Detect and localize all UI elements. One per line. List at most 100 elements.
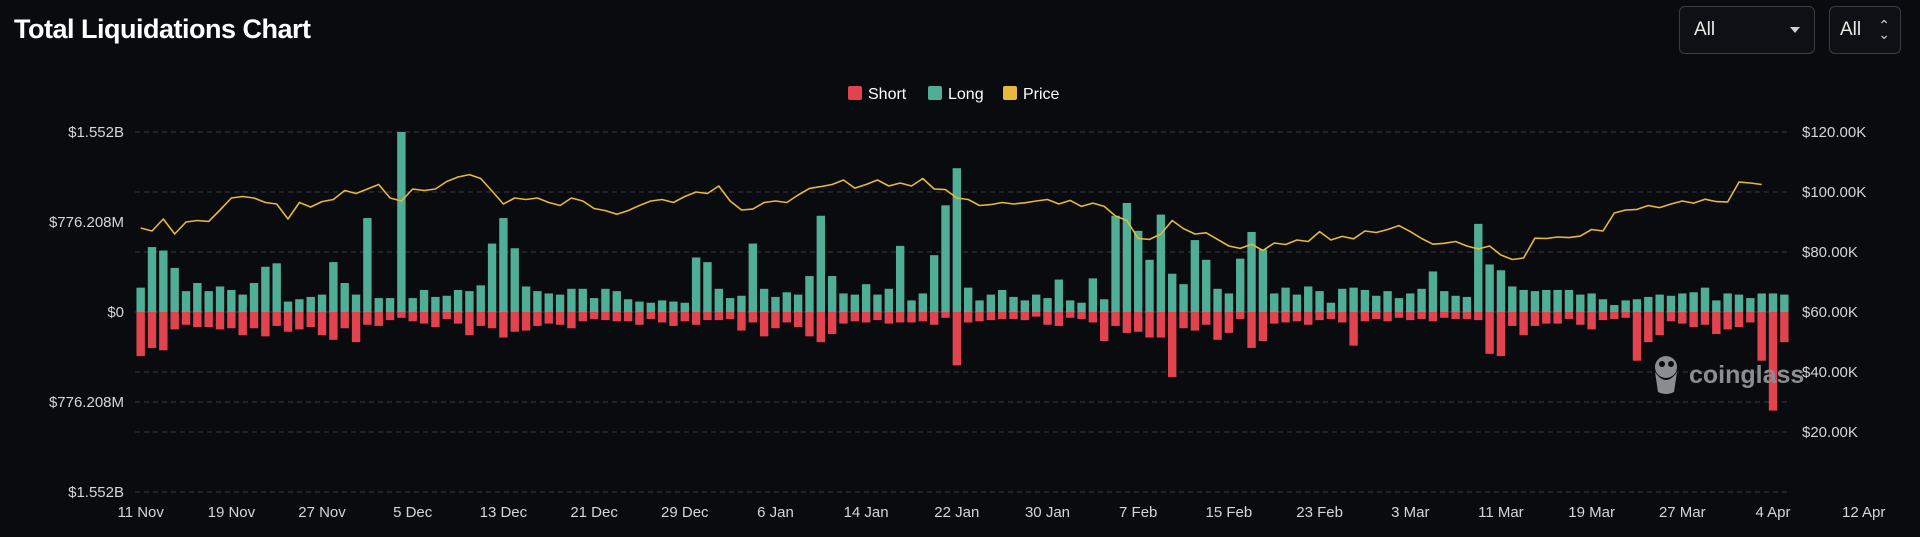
bar-long[interactable] xyxy=(272,263,281,312)
bar-short[interactable] xyxy=(1270,312,1279,324)
legend-item-short[interactable]: Short xyxy=(848,86,907,103)
bar-long[interactable] xyxy=(929,255,939,312)
bar-long[interactable] xyxy=(181,291,191,312)
bar-short[interactable] xyxy=(1156,312,1166,338)
bar-long[interactable] xyxy=(1043,298,1052,312)
bar-long[interactable] xyxy=(238,294,247,312)
bar-long[interactable] xyxy=(1383,291,1392,312)
bar-long[interactable] xyxy=(397,132,406,312)
bar-short[interactable] xyxy=(1485,312,1494,354)
bar-long[interactable] xyxy=(1780,294,1789,312)
bar-long[interactable] xyxy=(1564,289,1574,312)
bar-short[interactable] xyxy=(1417,312,1426,319)
bar-short[interactable] xyxy=(997,312,1007,319)
bar-long[interactable] xyxy=(136,287,145,312)
bar-short[interactable] xyxy=(1474,312,1483,321)
bar-long[interactable] xyxy=(793,294,803,312)
bar-short[interactable] xyxy=(1054,312,1064,326)
bar-long[interactable] xyxy=(385,298,395,312)
bar-short[interactable] xyxy=(1678,312,1687,324)
bar-long[interactable] xyxy=(306,296,315,312)
bar-long[interactable] xyxy=(295,299,304,312)
bar-short[interactable] xyxy=(975,312,984,322)
bar-short[interactable] xyxy=(907,312,916,323)
bar-long[interactable] xyxy=(283,301,293,312)
bar-long[interactable] xyxy=(669,301,678,312)
bar-short[interactable] xyxy=(1145,312,1154,338)
bar-short[interactable] xyxy=(873,312,882,321)
bar-short[interactable] xyxy=(1020,312,1030,321)
bar-short[interactable] xyxy=(567,312,576,329)
bar-long[interactable] xyxy=(827,276,837,312)
bar-short[interactable] xyxy=(510,312,519,332)
bar-short[interactable] xyxy=(748,312,757,323)
bar-long[interactable] xyxy=(465,291,474,312)
bar-long[interactable] xyxy=(771,296,780,312)
bar-long[interactable] xyxy=(510,248,519,312)
bar-long[interactable] xyxy=(317,294,327,312)
bar-short[interactable] xyxy=(1100,312,1109,341)
bar-short[interactable] xyxy=(1644,312,1653,343)
bar-short[interactable] xyxy=(929,312,939,325)
bar-long[interactable] xyxy=(782,292,791,312)
bar-short[interactable] xyxy=(1746,312,1755,323)
bar-long[interactable] xyxy=(1576,294,1585,312)
bar-long[interactable] xyxy=(1712,300,1721,312)
bar-short[interactable] xyxy=(1077,312,1086,319)
bar-short[interactable] xyxy=(453,312,463,324)
bar-long[interactable] xyxy=(884,288,894,312)
bar-long[interactable] xyxy=(703,262,712,312)
bar-long[interactable] xyxy=(1519,289,1528,312)
bar-short[interactable] xyxy=(1587,312,1596,330)
bar-short[interactable] xyxy=(397,312,406,318)
bar-long[interactable] xyxy=(351,294,361,312)
bar-long[interactable] xyxy=(1304,286,1313,312)
bar-short[interactable] xyxy=(1462,312,1472,319)
bar-long[interactable] xyxy=(147,247,157,312)
bar-long[interactable] xyxy=(1031,294,1041,312)
bar-short[interactable] xyxy=(193,312,202,328)
bar-short[interactable] xyxy=(737,312,746,331)
bar-long[interactable] xyxy=(1224,293,1234,312)
bar-short[interactable] xyxy=(215,312,225,330)
time-range-select[interactable]: All xyxy=(1679,6,1815,54)
bar-short[interactable] xyxy=(589,312,599,319)
bar-long[interactable] xyxy=(215,286,225,312)
bar-long[interactable] xyxy=(975,300,984,312)
bar-short[interactable] xyxy=(261,312,270,337)
bar-short[interactable] xyxy=(895,312,905,323)
bar-short[interactable] xyxy=(816,312,825,343)
bar-short[interactable] xyxy=(963,312,973,323)
bar-short[interactable] xyxy=(351,312,361,343)
bar-short[interactable] xyxy=(1666,312,1676,322)
bar-long[interactable] xyxy=(1632,299,1642,312)
bar-long[interactable] xyxy=(1689,292,1698,312)
bar-long[interactable] xyxy=(193,283,202,312)
bar-long[interactable] xyxy=(1598,299,1608,312)
bar-long[interactable] xyxy=(419,289,429,312)
bar-long[interactable] xyxy=(1281,287,1290,312)
bar-long[interactable] xyxy=(759,288,769,312)
bar-short[interactable] xyxy=(295,312,304,330)
bar-short[interactable] xyxy=(669,312,678,326)
bar-long[interactable] xyxy=(986,294,996,312)
bar-short[interactable] xyxy=(1542,312,1551,324)
bar-long[interactable] xyxy=(1508,286,1517,312)
bar-short[interactable] xyxy=(1734,312,1744,328)
bar-short[interactable] xyxy=(691,312,701,325)
bar-long[interactable] xyxy=(544,293,553,312)
bar-short[interactable] xyxy=(793,312,803,328)
bar-long[interactable] xyxy=(1270,293,1279,312)
bar-long[interactable] xyxy=(521,286,531,312)
bar-short[interactable] xyxy=(850,312,860,322)
bar-short[interactable] xyxy=(952,312,962,366)
bar-short[interactable] xyxy=(1315,312,1324,321)
bar-short[interactable] xyxy=(170,312,179,330)
bar-long[interactable] xyxy=(1768,293,1778,312)
bar-long[interactable] xyxy=(816,215,825,312)
bar-long[interactable] xyxy=(861,284,871,312)
bar-long[interactable] xyxy=(1621,300,1630,312)
bar-long[interactable] xyxy=(657,300,667,312)
bar-long[interactable] xyxy=(408,298,417,312)
bar-long[interactable] xyxy=(1666,295,1676,312)
